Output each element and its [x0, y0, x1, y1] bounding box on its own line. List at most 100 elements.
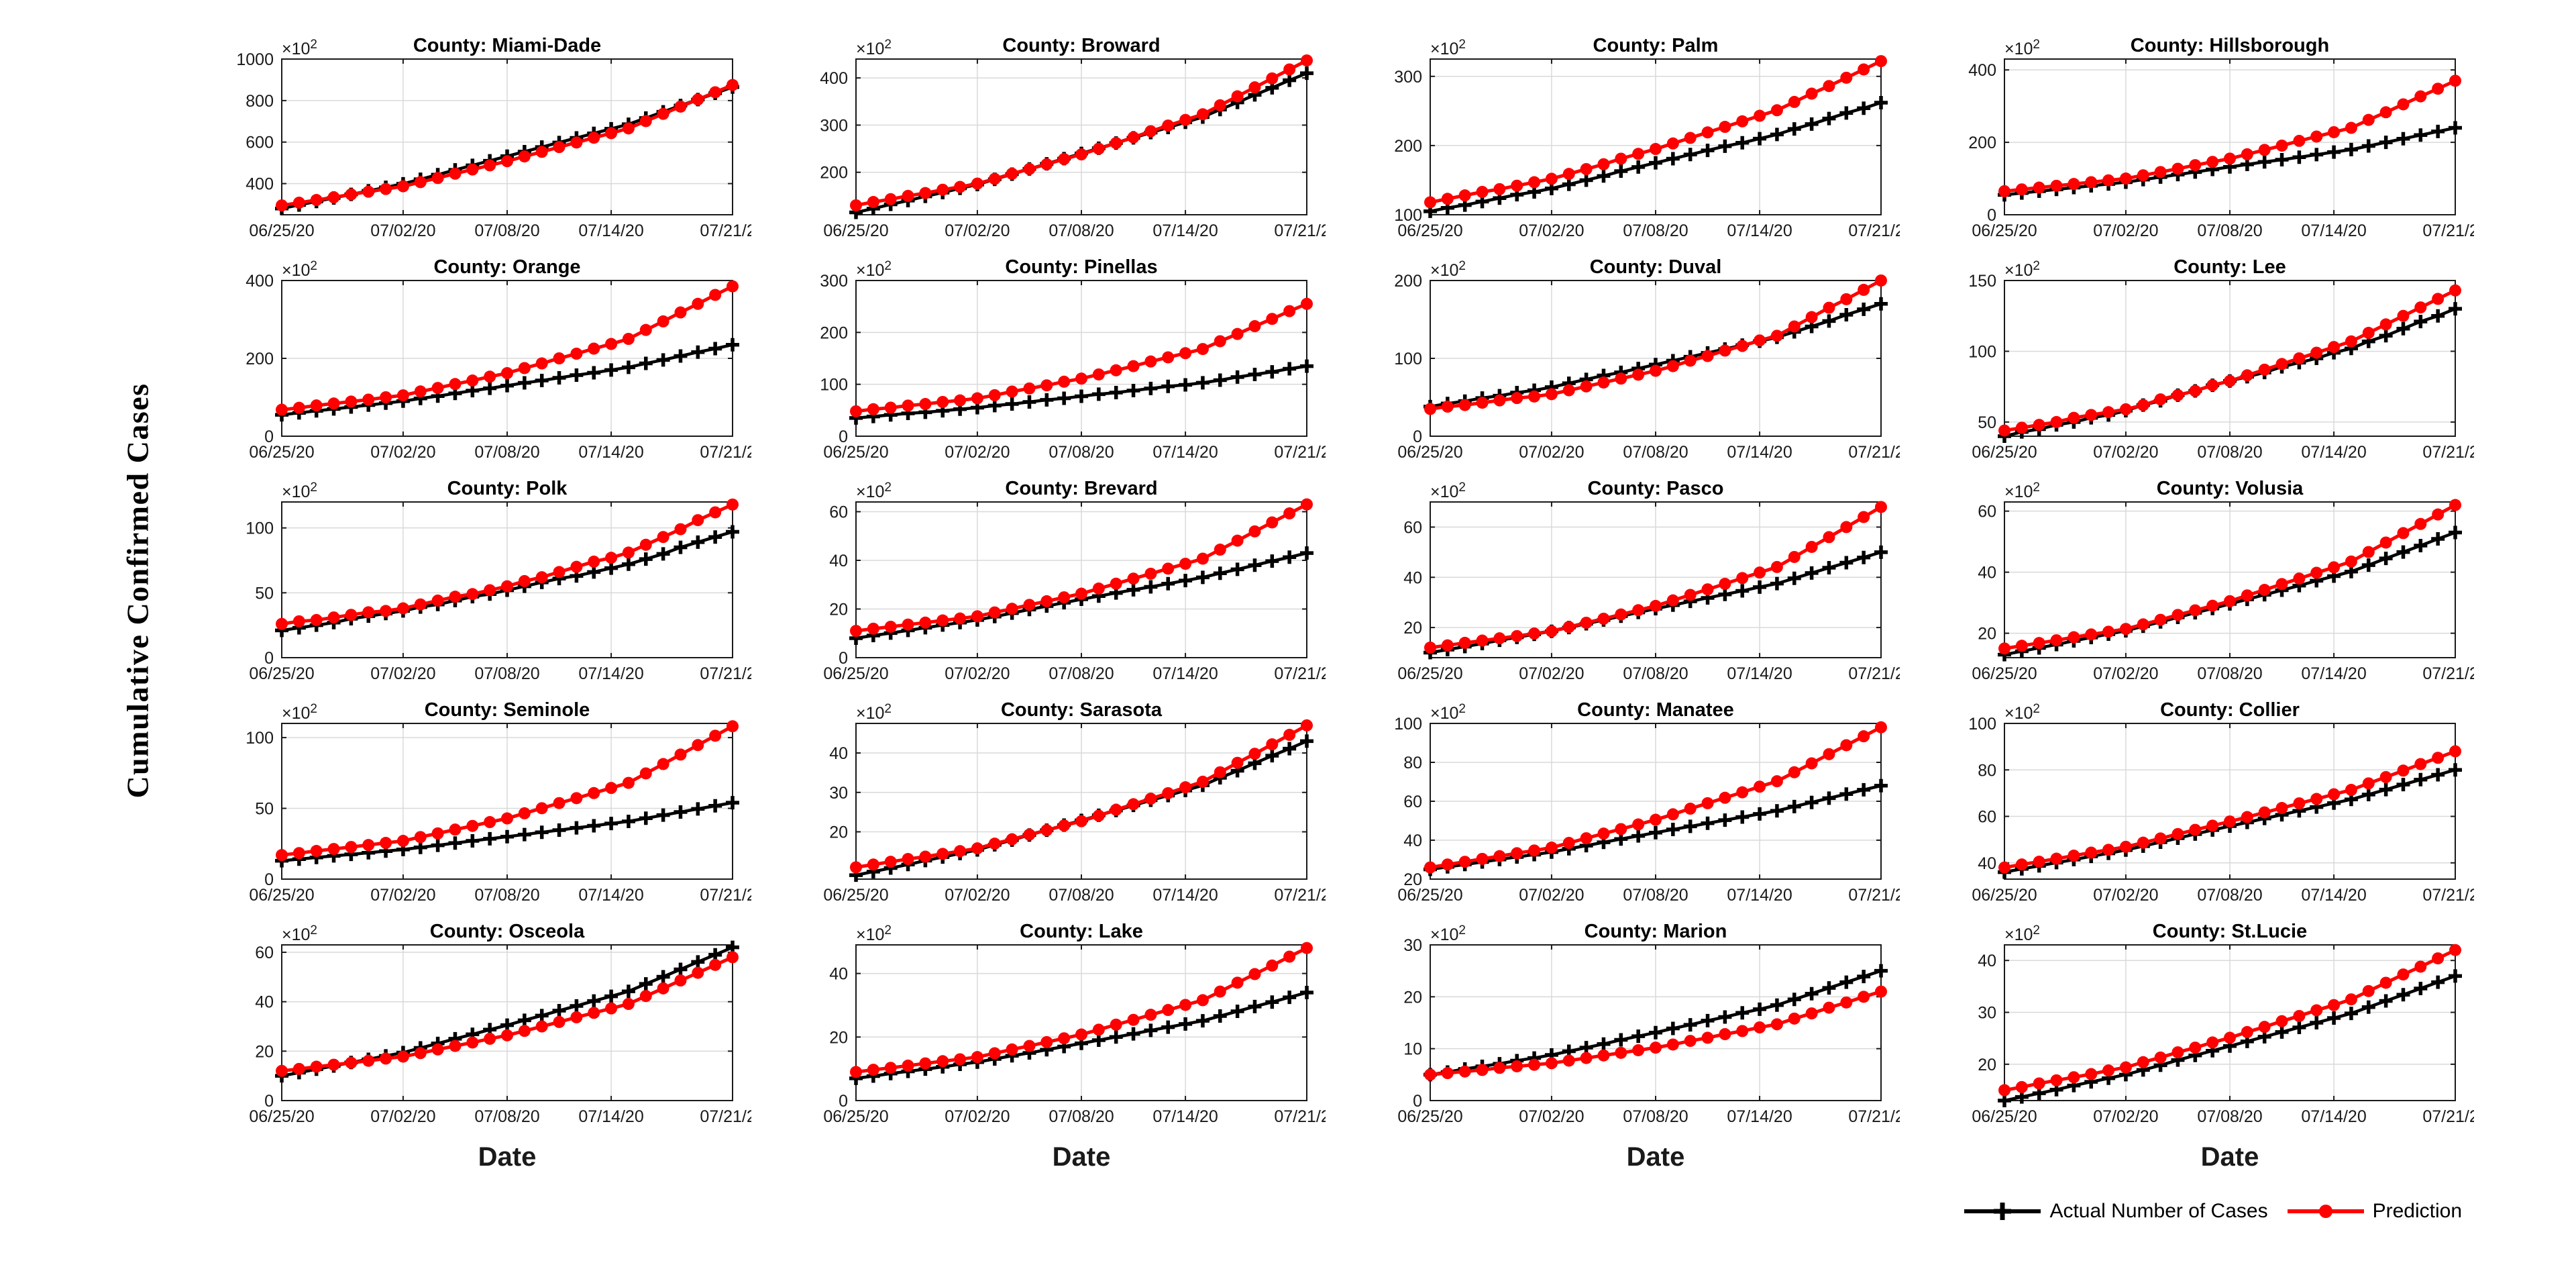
- actual-line-marker-icon: [1964, 1203, 2041, 1220]
- prediction-marker: [1023, 162, 1036, 175]
- actual-marker: [1857, 782, 1871, 797]
- actual-marker: [1300, 359, 1313, 373]
- prediction-marker: [396, 835, 409, 848]
- prediction-series: [850, 54, 1313, 211]
- y-tick-label: 20: [829, 601, 848, 619]
- prediction-marker: [2362, 113, 2375, 126]
- prediction-marker: [588, 342, 600, 355]
- prediction-marker: [622, 998, 635, 1011]
- actual-marker: [2396, 778, 2410, 792]
- actual-marker: [570, 999, 584, 1013]
- prediction-marker: [2033, 419, 2045, 432]
- prediction-marker: [1075, 148, 1087, 161]
- prediction-marker: [1040, 595, 1053, 607]
- x-tick-label: 06/25/20: [1397, 221, 1462, 240]
- actual-marker: [1874, 95, 1888, 109]
- actual-marker: [1649, 1025, 1662, 1040]
- actual-marker: [1857, 101, 1871, 115]
- prediction-marker: [310, 613, 323, 626]
- axis-exponent-label: ×102: [1430, 480, 1466, 501]
- axis-exponent-label: ×102: [1430, 923, 1466, 944]
- prediction-marker: [2068, 631, 2080, 644]
- prediction-marker: [1840, 293, 1853, 305]
- actual-marker: [2431, 124, 2445, 138]
- prediction-marker: [501, 812, 513, 825]
- prediction-marker: [727, 951, 739, 964]
- x-tick-label: 07/08/20: [1049, 886, 1114, 905]
- prediction-marker: [1719, 791, 1731, 804]
- actual-marker: [2414, 539, 2428, 553]
- prediction-marker: [657, 315, 669, 327]
- x-tick-label: 07/02/20: [2093, 1107, 2158, 1126]
- x-tick-label: 07/14/20: [2301, 664, 2366, 683]
- prediction-marker: [2345, 335, 2357, 348]
- prediction-marker: [1511, 1060, 1523, 1072]
- actual-marker: [1126, 383, 1140, 397]
- prediction-marker: [1840, 739, 1853, 752]
- prediction-marker: [1684, 354, 1697, 367]
- prediction-marker: [2085, 628, 2098, 641]
- actual-marker: [1075, 389, 1088, 403]
- prediction-marker: [1788, 550, 1801, 563]
- prediction-marker: [2033, 637, 2045, 650]
- prediction-marker: [1528, 176, 1541, 189]
- prediction-marker: [1441, 400, 1454, 413]
- x-tick-label: 07/02/20: [945, 886, 1010, 905]
- prediction-marker: [605, 127, 618, 140]
- y-tick-label: 60: [1978, 503, 1996, 521]
- prediction-marker: [276, 849, 288, 862]
- prediction-marker: [1476, 634, 1489, 647]
- actual-marker: [1631, 1029, 1646, 1044]
- prediction-marker: [535, 146, 548, 158]
- actual-marker: [2275, 152, 2289, 166]
- actual-marker: [1265, 749, 1279, 763]
- prediction-marker: [1528, 627, 1541, 640]
- subplot-title: County: Sarasota: [1001, 699, 1163, 721]
- x-tick-label: 07/02/20: [945, 443, 1010, 462]
- y-tick-label: 80: [1978, 761, 1996, 780]
- prediction-marker: [2085, 1068, 2098, 1080]
- prediction-marker: [2224, 815, 2236, 828]
- prediction-marker: [1580, 832, 1593, 845]
- y-tick-label: 40: [1403, 831, 1422, 850]
- actual-marker: [2414, 315, 2428, 329]
- prediction-marker: [1998, 424, 2010, 437]
- prediction-marker: [2119, 1061, 2132, 1074]
- actual-marker: [1839, 308, 1854, 322]
- prediction-marker: [2224, 152, 2236, 165]
- subplot-title: County: St.Lucie: [2153, 921, 2307, 942]
- actual-marker: [1126, 582, 1140, 597]
- actual-marker: [1179, 574, 1193, 588]
- actual-marker: [1857, 550, 1871, 564]
- actual-marker: [639, 356, 653, 370]
- actual-marker: [2449, 763, 2462, 777]
- prediction-marker: [1754, 1021, 1766, 1033]
- x-tick-label: 07/02/20: [1519, 664, 1584, 683]
- prediction-marker: [2310, 566, 2323, 579]
- y-tick-label: 300: [820, 116, 848, 135]
- prediction-marker: [553, 352, 566, 364]
- prediction-marker: [1144, 125, 1157, 138]
- actual-marker: [1787, 122, 1801, 136]
- prediction-marker: [2310, 130, 2323, 143]
- prediction-marker: [1058, 375, 1071, 388]
- actual-marker: [1265, 995, 1279, 1009]
- prediction-series: [1424, 274, 1887, 415]
- prediction-marker: [884, 856, 897, 868]
- prediction-marker: [2397, 527, 2410, 540]
- prediction-marker: [1858, 283, 1870, 296]
- prediction-marker: [657, 758, 669, 770]
- prediction-marker: [1458, 399, 1471, 411]
- actual-marker: [2449, 525, 2462, 540]
- prediction-marker: [709, 289, 722, 301]
- prediction-marker: [2379, 976, 2392, 989]
- x-tick-label: 07/21/20: [1274, 664, 1326, 683]
- x-tick-label: 07/02/20: [2093, 664, 2158, 683]
- prediction-marker: [2102, 844, 2115, 856]
- actual-marker: [1874, 545, 1888, 559]
- actual-marker: [500, 378, 514, 393]
- prediction-marker: [1283, 63, 1296, 76]
- prediction-marker: [1110, 364, 1122, 376]
- actual-series: [1424, 95, 1888, 218]
- x-tick-label: 07/08/20: [1049, 1107, 1114, 1126]
